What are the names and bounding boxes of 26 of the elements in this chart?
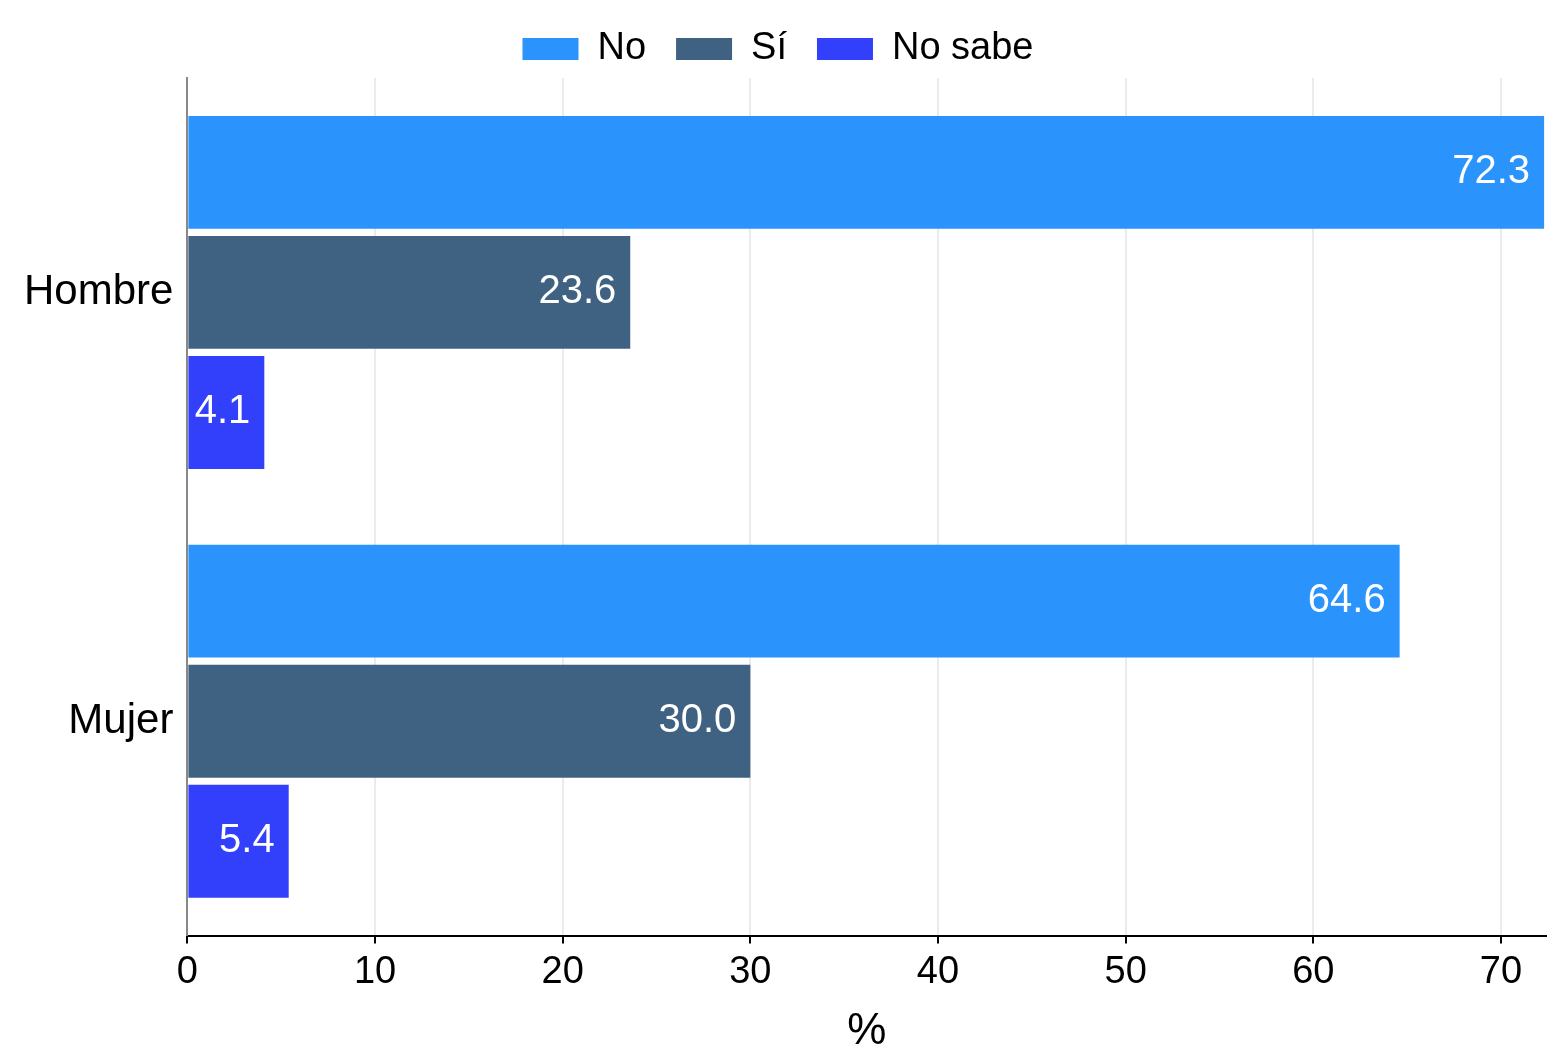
x-tick-label: 50 bbox=[1104, 948, 1147, 991]
bar bbox=[188, 115, 1545, 229]
bar bbox=[188, 664, 751, 778]
x-tick-label: 30 bbox=[729, 948, 772, 991]
data-label: 23.6 bbox=[538, 267, 617, 312]
x-tick-label: 20 bbox=[541, 948, 584, 991]
x-tick-label: 70 bbox=[1479, 948, 1523, 991]
legend-label: Sí bbox=[751, 25, 788, 68]
y-tick-label: Mujer bbox=[68, 694, 174, 742]
x-tick-label: 10 bbox=[353, 948, 397, 991]
y-tick-label: Hombre bbox=[23, 265, 174, 313]
legend-label: No sabe bbox=[891, 25, 1034, 68]
x-tick-label: 60 bbox=[1292, 948, 1335, 991]
x-tick-label: 0 bbox=[176, 948, 198, 991]
bar bbox=[188, 784, 289, 898]
bar bbox=[188, 356, 265, 469]
data-label: 72.3 bbox=[1452, 147, 1531, 192]
bar bbox=[188, 544, 1400, 658]
x-axis-title: % bbox=[847, 1003, 887, 1053]
data-label: 4.1 bbox=[194, 387, 251, 432]
data-label: 30.0 bbox=[658, 696, 737, 741]
data-label: 5.4 bbox=[219, 816, 275, 861]
bar bbox=[188, 235, 631, 349]
legend-label: No bbox=[597, 25, 647, 68]
x-tick-label: 40 bbox=[916, 948, 960, 991]
data-label: 64.6 bbox=[1307, 576, 1386, 621]
